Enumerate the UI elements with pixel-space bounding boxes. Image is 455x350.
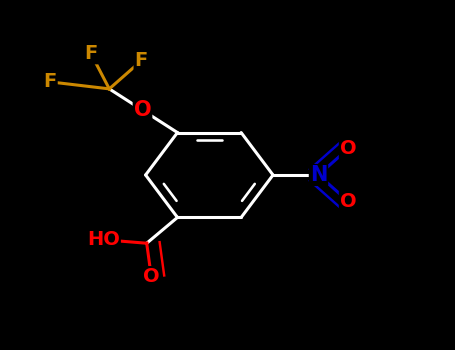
Text: HO: HO — [87, 230, 120, 249]
Text: F: F — [135, 51, 148, 70]
Text: O: O — [143, 267, 160, 286]
Text: O: O — [340, 192, 356, 211]
Text: O: O — [340, 139, 356, 158]
Text: F: F — [85, 44, 98, 63]
Text: N: N — [310, 165, 327, 185]
Text: F: F — [44, 72, 57, 91]
Text: O: O — [134, 100, 152, 120]
